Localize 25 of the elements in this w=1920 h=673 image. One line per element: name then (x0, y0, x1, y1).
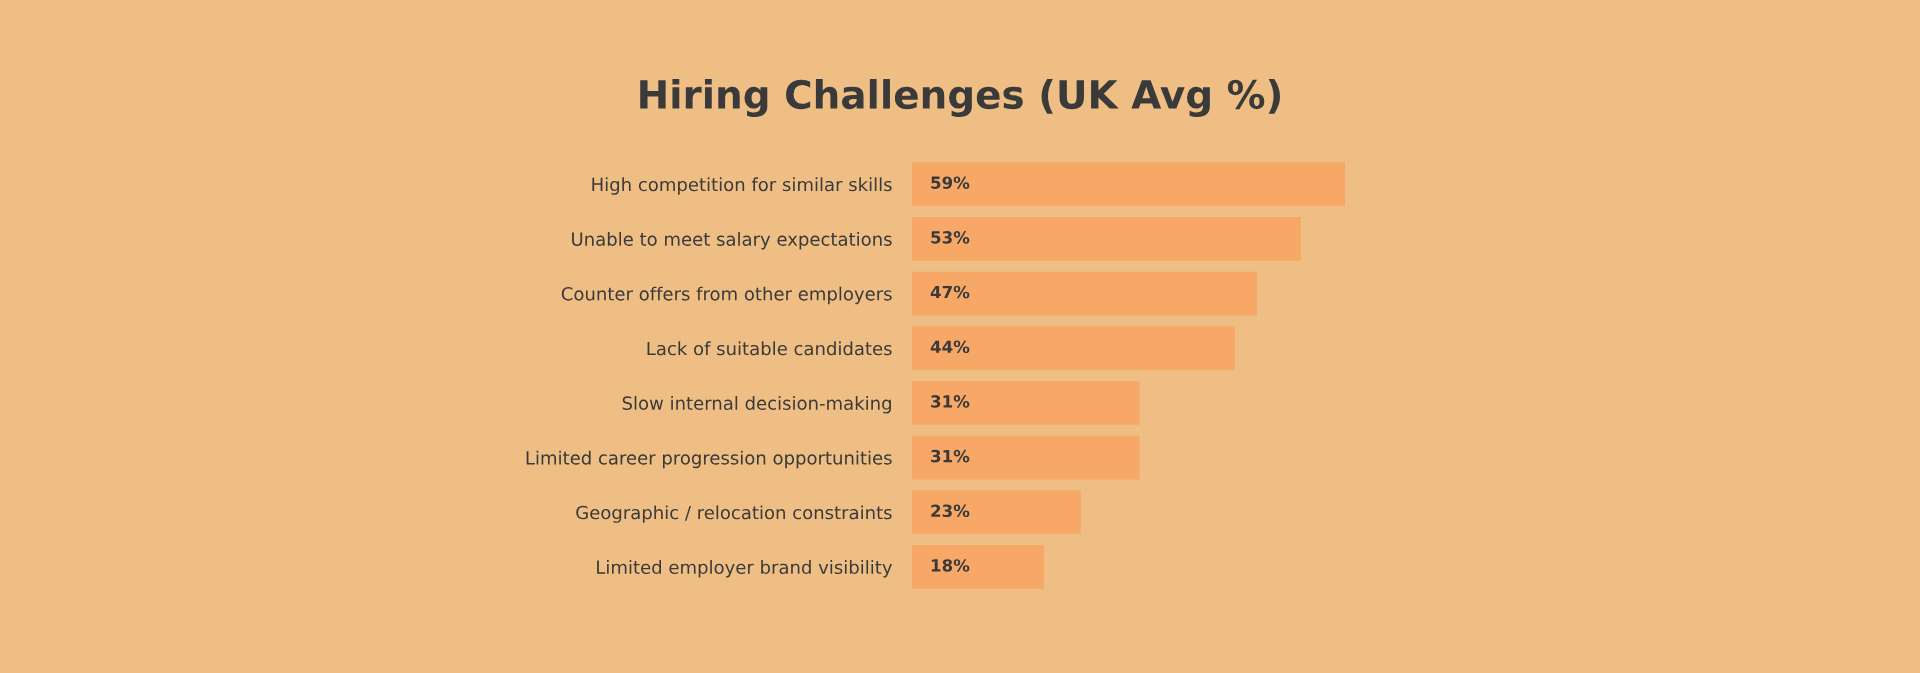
data-label: 53% (931, 231, 970, 244)
y-tick-label: Geographic / relocation constraints (576, 505, 892, 523)
y-tick-label: High competition for similar skills (592, 177, 892, 195)
bar (912, 545, 1045, 589)
data-label: 44% (930, 340, 970, 354)
bar (912, 490, 1081, 535)
data-label: 47% (930, 285, 970, 299)
bar (912, 381, 1140, 425)
data-label: 59% (931, 176, 970, 189)
y-tick-label: Lack of suitable candidates (647, 341, 892, 356)
data-label: 18% (931, 559, 970, 572)
y-tick-label: Unable to meet salary expectations (572, 231, 892, 250)
data-label: 31% (931, 449, 970, 463)
chart-title: Hiring Challenges (UK Avg %) (640, 79, 1281, 117)
bar (912, 326, 1235, 371)
data-label: 23% (931, 504, 970, 518)
bar (912, 162, 1345, 207)
bar (912, 271, 1257, 316)
bar (912, 435, 1140, 480)
y-tick-label: Limited employer brand visibility (597, 560, 893, 578)
bar (912, 216, 1301, 261)
data-label: 31% (931, 395, 970, 408)
y-tick-label: Slow internal decision-making (622, 396, 891, 414)
y-tick-label: Limited career progression opportunities (526, 450, 892, 469)
y-tick-label: Counter offers from other employers (561, 286, 892, 305)
